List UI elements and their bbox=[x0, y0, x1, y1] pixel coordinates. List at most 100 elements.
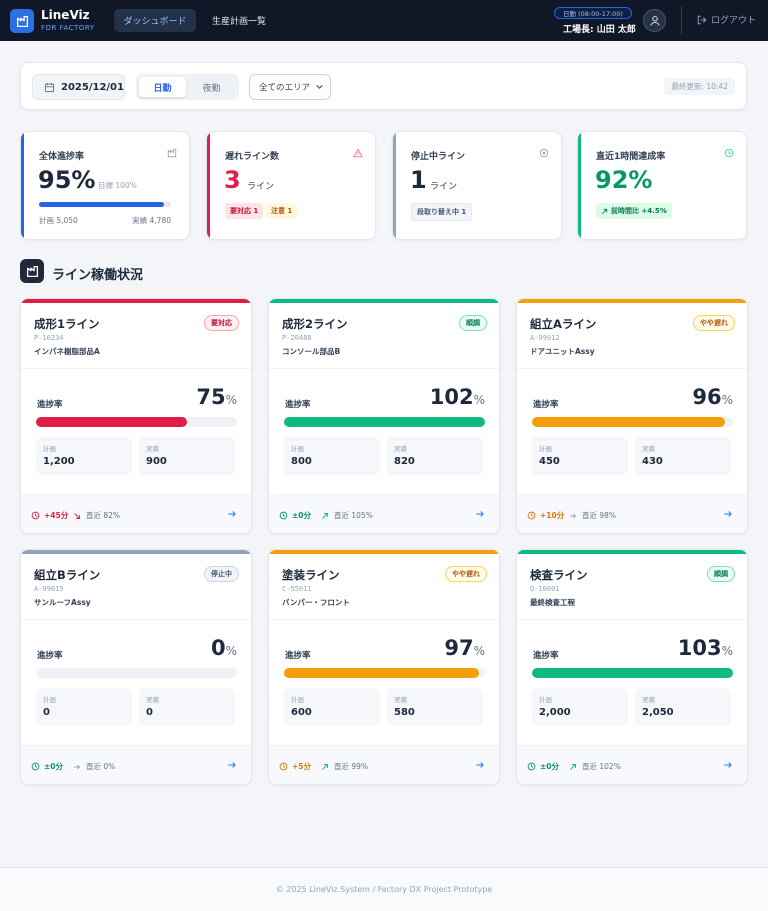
plan-label: 計画 bbox=[43, 445, 56, 453]
chevron-down-icon bbox=[316, 85, 323, 89]
kpi-label: 停止中ライン bbox=[411, 152, 466, 162]
plan-label: 計画 bbox=[291, 445, 304, 453]
nav-dashboard[interactable]: ダッシュボード bbox=[114, 9, 196, 32]
progress-value: 0% bbox=[211, 636, 237, 660]
line-card[interactable]: 組立Bライン A-99015 サンルーフAssy 停止中 進捗率 0% 計画 0… bbox=[20, 549, 252, 785]
line-part-name: インパネ樹脂部品A bbox=[34, 347, 100, 356]
line-card[interactable]: 検査ライン Q-10001 最終検査工程 順調 進捗率 103% 計画 2,00… bbox=[516, 549, 748, 785]
shift-night-tab[interactable]: 夜勤 bbox=[202, 83, 221, 94]
tag-vs-prev-hour-label: 前時間比 +4.5% bbox=[611, 207, 667, 215]
line-name: 検査ライン bbox=[530, 568, 588, 582]
shift-day-tab[interactable]: 日勤 bbox=[139, 77, 186, 97]
kpi-overall-progress: 全体進捗率 95% 目標 100% 計画 5,050 実績 4,780 bbox=[20, 131, 190, 240]
line-card-status-stripe bbox=[21, 299, 251, 303]
nav-plan-list[interactable]: 生産計画一覧 bbox=[211, 17, 266, 27]
recent-rate: 直近 102% bbox=[569, 761, 621, 772]
recent-rate: 直近 105% bbox=[321, 510, 373, 521]
shift-badge: 日勤 (08:00-17:00) bbox=[554, 7, 632, 19]
line-product-code: C-55011 bbox=[282, 585, 312, 593]
line-card-footer: ±0分 直近 102% bbox=[517, 745, 747, 784]
recent-rate: 直近 98% bbox=[569, 510, 616, 521]
arrow-right-icon[interactable] bbox=[723, 760, 733, 770]
plan-stat: 計画 450 bbox=[532, 437, 628, 475]
line-card-footer: ±0分 直近 105% bbox=[269, 494, 499, 533]
arrow-right-icon[interactable] bbox=[723, 509, 733, 519]
recent-rate-value: 直近 105% bbox=[334, 511, 373, 520]
actual-label: 実績 bbox=[394, 696, 407, 704]
progress-label: 進捗率 bbox=[37, 400, 63, 410]
arrow-right-icon[interactable] bbox=[475, 509, 485, 519]
percent-sign: % bbox=[473, 393, 485, 407]
kpi-value: 92% bbox=[595, 166, 653, 194]
line-name: 塗装ライン bbox=[282, 568, 340, 582]
line-card[interactable]: 成形1ライン P-10234 インパネ樹脂部品A 要対応 進捗率 75% 計画 … bbox=[20, 298, 252, 534]
date-picker[interactable]: 2025/12/01 bbox=[32, 74, 125, 100]
kpi-last-hour-rate: 直近1時間達成率 92% 前時間比 +4.5% bbox=[577, 131, 747, 240]
line-status-badge: 順調 bbox=[459, 315, 487, 331]
percent-sign: % bbox=[473, 644, 485, 658]
arrow-right-icon[interactable] bbox=[227, 509, 237, 519]
line-progress-fill bbox=[532, 417, 725, 427]
filter-toolbar: 2025/12/01 日勤 夜勤 全てのエリア 最終更新: 10:42 bbox=[20, 62, 747, 110]
recent-rate-value: 直近 102% bbox=[582, 762, 621, 771]
line-card[interactable]: 組立Aライン A-99012 ドアユニットAssy やや遅れ 進捗率 96% 計… bbox=[516, 298, 748, 534]
line-card[interactable]: 成形2ライン P-20488 コンソール部品B 順調 進捗率 102% 計画 8… bbox=[268, 298, 500, 534]
user-avatar-icon[interactable] bbox=[643, 9, 666, 32]
line-card-footer: ±0分 直近 0% bbox=[21, 745, 251, 784]
line-part-name: バンパー・フロント bbox=[282, 598, 350, 607]
plan-value: 450 bbox=[539, 456, 560, 467]
factory-icon bbox=[167, 148, 177, 158]
arrow-right-icon[interactable] bbox=[475, 760, 485, 770]
line-progress-fill bbox=[284, 668, 479, 678]
kpi-accent bbox=[207, 132, 210, 239]
recent-rate-value: 直近 98% bbox=[582, 511, 617, 520]
section-title: ライン稼働状況 bbox=[52, 268, 144, 283]
line-status-badge: やや遅れ bbox=[693, 315, 735, 331]
last-updated: 最終更新: 10:42 bbox=[664, 78, 735, 95]
header-divider bbox=[681, 6, 682, 35]
delay-value: ±0分 bbox=[44, 762, 64, 771]
line-card-header: 成形2ライン P-20488 コンソール部品B 順調 bbox=[269, 303, 499, 369]
trend-down-icon bbox=[74, 512, 80, 519]
line-card-header: 成形1ライン P-10234 インパネ樹脂部品A 要対応 bbox=[21, 303, 251, 369]
line-product-code: A-99012 bbox=[530, 334, 560, 342]
arrow-right-icon[interactable] bbox=[227, 760, 237, 770]
delay-indicator: ±0分 bbox=[527, 761, 559, 772]
line-card-status-stripe bbox=[517, 299, 747, 303]
area-select[interactable]: 全てのエリア bbox=[249, 74, 331, 100]
actual-label: 実績 bbox=[146, 696, 159, 704]
kpi-progress-bar bbox=[39, 202, 171, 207]
line-status-icon bbox=[20, 259, 44, 283]
line-card-status-stripe bbox=[517, 550, 747, 554]
percent-sign: % bbox=[225, 644, 237, 658]
plan-label: 計画 bbox=[43, 696, 56, 704]
line-card-status-stripe bbox=[21, 550, 251, 554]
line-product-code: P-10234 bbox=[34, 334, 64, 342]
actual-label: 実績 bbox=[146, 445, 159, 453]
tag-vs-prev-hour: 前時間比 +4.5% bbox=[596, 203, 672, 219]
actual-stat: 実績 0 bbox=[139, 688, 235, 726]
progress-number: 96 bbox=[692, 385, 722, 409]
actual-stat: 実績 580 bbox=[387, 688, 483, 726]
delay-indicator: +45分 bbox=[31, 510, 68, 521]
kpi-value: 95% bbox=[38, 166, 96, 194]
line-progress-bar bbox=[532, 668, 733, 678]
progress-number: 103 bbox=[677, 636, 722, 660]
plan-value: 1,200 bbox=[43, 456, 75, 467]
line-card-header: 組立Aライン A-99012 ドアユニットAssy やや遅れ bbox=[517, 303, 747, 369]
line-card-header: 検査ライン Q-10001 最終検査工程 順調 bbox=[517, 554, 747, 620]
factory-logo-icon[interactable] bbox=[10, 9, 34, 33]
kpi-accent bbox=[21, 132, 24, 239]
kpi-progress-fill bbox=[39, 202, 165, 207]
actual-value: 820 bbox=[394, 456, 415, 467]
line-card-footer: +10分 直近 98% bbox=[517, 494, 747, 533]
line-card-header: 塗装ライン C-55011 バンパー・フロント やや遅れ bbox=[269, 554, 499, 620]
logout-button[interactable]: ログアウト bbox=[697, 13, 756, 26]
actual-value: 580 bbox=[394, 707, 415, 718]
shift-toggle: 日勤 夜勤 bbox=[136, 74, 239, 100]
delay-value: +5分 bbox=[292, 762, 312, 771]
line-product-code: Q-10001 bbox=[530, 585, 560, 593]
line-card-footer: +5分 直近 99% bbox=[269, 745, 499, 784]
line-card[interactable]: 塗装ライン C-55011 バンパー・フロント やや遅れ 進捗率 97% 計画 … bbox=[268, 549, 500, 785]
line-card-footer: +45分 直近 82% bbox=[21, 494, 251, 533]
